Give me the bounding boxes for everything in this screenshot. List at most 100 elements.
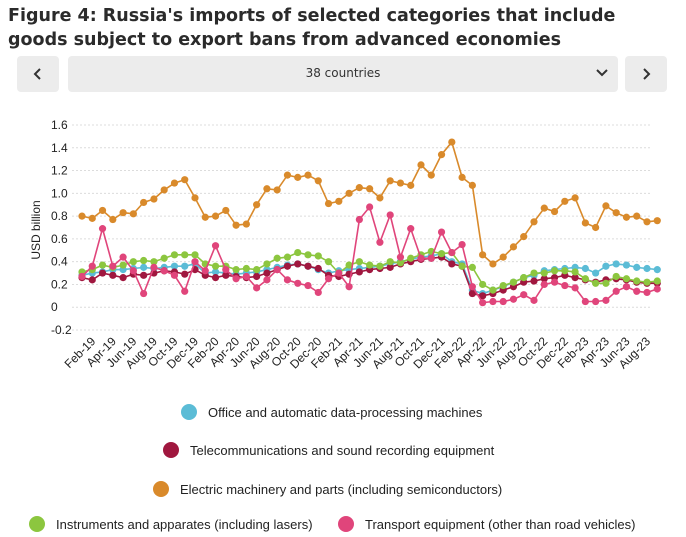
data-point: [366, 261, 374, 269]
y-tick-label: 0.4: [51, 255, 68, 269]
data-point: [437, 228, 446, 236]
legend-item-transport: Transport equipment (other than road veh…: [338, 516, 636, 532]
data-point: [653, 285, 661, 293]
data-point: [191, 258, 199, 266]
data-point: [643, 264, 651, 273]
data-point: [622, 213, 631, 221]
data-point: [571, 284, 579, 292]
data-point: [499, 253, 507, 261]
data-point: [345, 283, 353, 291]
data-point: [253, 284, 261, 292]
chart-title: Figure 4: Russia's imports of selected c…: [8, 6, 616, 50]
data-point: [222, 271, 230, 279]
data-point: [376, 238, 384, 246]
country-selector-value: 38 countries: [305, 66, 381, 80]
data-point: [592, 279, 600, 287]
data-point: [530, 218, 538, 226]
data-point: [407, 225, 415, 233]
data-point: [622, 283, 631, 291]
data-point: [479, 299, 487, 307]
data-point: [592, 223, 600, 232]
data-point: [530, 269, 538, 277]
legend-marker: [338, 516, 354, 532]
data-point: [520, 233, 528, 241]
data-point: [509, 243, 518, 251]
data-point: [222, 266, 230, 274]
data-point: [283, 171, 292, 179]
data-point: [181, 287, 189, 295]
y-tick-label: 1.4: [51, 141, 68, 155]
data-point: [633, 277, 641, 285]
data-point: [355, 268, 363, 276]
country-selector[interactable]: 38 countries: [68, 56, 618, 92]
data-point: [170, 271, 179, 279]
data-point: [437, 250, 446, 258]
data-point: [437, 151, 446, 159]
data-point: [376, 194, 384, 202]
data-point: [283, 276, 292, 284]
data-point: [181, 262, 189, 270]
data-point: [335, 197, 343, 205]
legend-marker: [153, 481, 169, 497]
data-point: [458, 173, 466, 181]
data-point: [520, 291, 528, 299]
data-point: [304, 262, 312, 270]
data-point: [612, 209, 620, 217]
data-point: [355, 258, 363, 266]
legend-item-electric: Electric machinery and parts (including …: [153, 481, 502, 497]
data-point: [170, 179, 179, 187]
data-point: [550, 278, 559, 286]
data-point: [119, 209, 127, 217]
data-point: [191, 194, 199, 202]
data-point: [468, 283, 476, 291]
data-point: [653, 277, 661, 285]
data-point: [489, 286, 497, 294]
data-point: [263, 276, 271, 284]
data-point: [448, 248, 456, 257]
data-point: [150, 258, 158, 266]
data-point: [160, 267, 168, 275]
data-point: [88, 214, 96, 222]
data-point: [314, 252, 322, 260]
series-4: [78, 203, 661, 307]
data-point: [622, 275, 631, 283]
series-line: [81, 205, 658, 304]
data-point: [232, 275, 240, 283]
data-point: [253, 266, 261, 274]
legend-item-office: Office and automatic data-processing mac…: [181, 404, 482, 420]
previous-button[interactable]: [17, 56, 59, 92]
data-point: [540, 269, 548, 277]
data-point: [181, 251, 189, 259]
data-point: [396, 259, 405, 267]
data-point: [427, 171, 435, 179]
y-tick-label: -0.2: [51, 323, 72, 337]
data-point: [140, 289, 148, 298]
legend-label: Instruments and apparates (including las…: [56, 516, 313, 532]
data-point: [283, 262, 292, 270]
data-point: [324, 199, 333, 208]
data-point: [150, 195, 158, 203]
data-point: [283, 253, 292, 261]
data-point: [140, 198, 148, 207]
y-axis-label: USD billion: [29, 200, 43, 259]
data-point: [602, 202, 610, 210]
data-point: [314, 288, 322, 297]
chevron-left-icon: [33, 68, 41, 80]
data-point: [407, 254, 415, 262]
data-point: [78, 212, 86, 220]
data-point: [653, 217, 661, 225]
data-point: [499, 297, 507, 306]
data-point: [294, 260, 302, 268]
data-point: [468, 263, 476, 271]
data-point: [304, 251, 312, 259]
data-point: [242, 220, 250, 228]
data-point: [211, 274, 220, 282]
data-point: [448, 138, 456, 146]
line-chart: -0.2 0 0.2 0.4 0.6 0.8 1.0 1.2 1.4 1.6 USD billio…: [29, 118, 661, 371]
data-point: [263, 269, 271, 277]
data-point: [571, 194, 579, 202]
y-tick-label: 0.8: [51, 209, 68, 223]
next-button[interactable]: [625, 56, 667, 92]
y-axis-ticks: -0.2 0 0.2 0.4 0.6 0.8 1.0 1.2 1.4 1.6: [51, 118, 72, 337]
data-point: [561, 267, 569, 275]
